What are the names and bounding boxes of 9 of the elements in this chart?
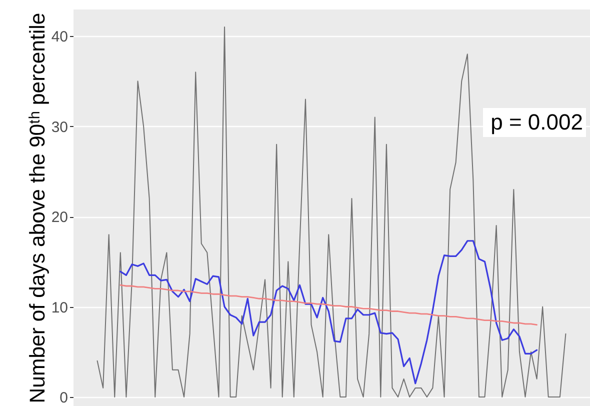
y-axis-title: Number of days above the 90ᵗʰ percentile — [25, 12, 50, 404]
annotation: p = 0.002 — [490, 110, 583, 135]
y-tick-label: 10 — [51, 299, 68, 316]
line-series — [120, 240, 538, 384]
y-tick-label: 40 — [51, 28, 68, 46]
line-series — [120, 284, 538, 326]
y-tick-label: 30 — [51, 118, 68, 136]
y-tick-label: 0 — [60, 389, 68, 406]
y-tick-label: 20 — [51, 209, 68, 226]
